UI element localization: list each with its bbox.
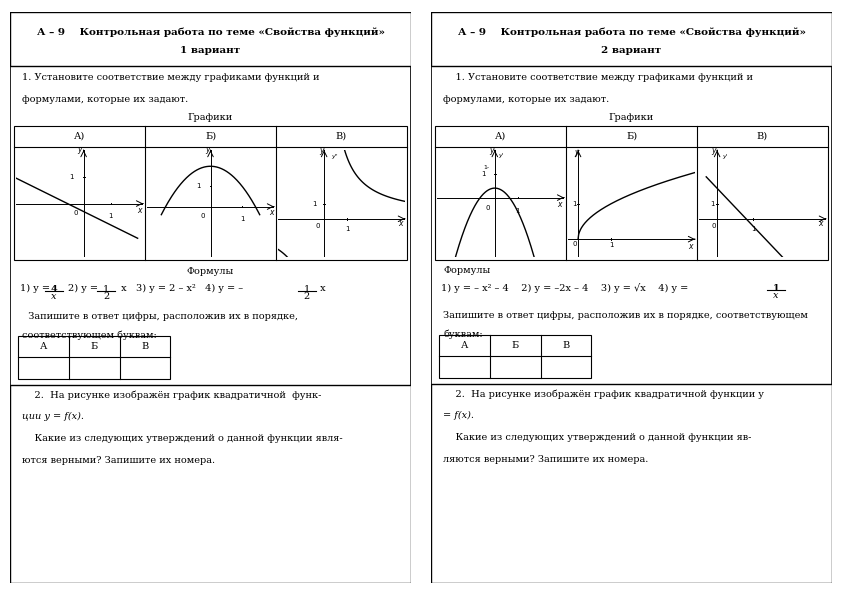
Text: 1 вариант: 1 вариант xyxy=(180,46,241,55)
Bar xyxy=(435,126,828,260)
Bar xyxy=(10,12,411,66)
Text: Графики: Графики xyxy=(188,113,233,122)
Text: А): А) xyxy=(74,132,85,141)
Text: 1: 1 xyxy=(304,285,310,294)
Bar xyxy=(431,12,832,66)
Text: ции y = f(x).: ции y = f(x). xyxy=(22,412,84,421)
Text: ляются верными? Запишите их номера.: ляются верными? Запишите их номера. xyxy=(443,455,648,464)
Text: x: x xyxy=(51,292,57,301)
Text: 1. Установите соответствие между графиками функций и: 1. Установите соответствие между графика… xyxy=(22,73,320,82)
Text: В): В) xyxy=(757,132,768,141)
Text: В): В) xyxy=(336,132,347,141)
Text: 2.  На рисунке изображён график квадратичной  функ-: 2. На рисунке изображён график квадратич… xyxy=(22,390,322,400)
Text: В: В xyxy=(141,342,149,351)
Text: Какие из следующих утверждений о данной функции яв-: Какие из следующих утверждений о данной … xyxy=(443,433,752,442)
Text: буквам:: буквам: xyxy=(443,330,482,339)
Text: 1) y = – x² – 4    2) y = –2x – 4    3) y = √x    4) y =: 1) y = – x² – 4 2) y = –2x – 4 3) y = √x… xyxy=(441,283,691,293)
Text: А): А) xyxy=(495,132,506,141)
Text: А – 9    Контрольная работа по теме «Свойства функций»: А – 9 Контрольная работа по теме «Свойст… xyxy=(36,28,385,37)
Text: 1: 1 xyxy=(772,284,779,293)
Text: Запишите в ответ цифры, расположив их в порядке,: Запишите в ответ цифры, расположив их в … xyxy=(22,312,298,321)
Bar xyxy=(14,126,407,260)
Text: Б): Б) xyxy=(626,132,637,141)
Text: Формулы: Формулы xyxy=(443,265,490,274)
Text: А: А xyxy=(461,341,468,350)
Bar xyxy=(19,336,170,379)
Text: x: x xyxy=(317,284,325,293)
Text: 1: 1 xyxy=(104,285,109,294)
Text: 2: 2 xyxy=(304,292,310,301)
Text: 2.  На рисунке изображён график квадратичной функции y: 2. На рисунке изображён график квадратич… xyxy=(443,390,764,399)
Bar xyxy=(440,335,591,378)
Text: 1) y =: 1) y = xyxy=(20,284,53,293)
Bar xyxy=(10,385,411,583)
Text: формулами, которые их задают.: формулами, которые их задают. xyxy=(443,95,610,104)
Text: x: x xyxy=(773,290,779,300)
Text: 1. Установите соответствие между графиками функций и: 1. Установите соответствие между графика… xyxy=(443,73,753,82)
Text: В: В xyxy=(562,341,570,350)
Text: Запишите в ответ цифры, расположив их в порядке, соответствующем: Запишите в ответ цифры, расположив их в … xyxy=(443,311,808,320)
Text: А: А xyxy=(40,342,47,351)
Text: соответствующем буквам:: соответствующем буквам: xyxy=(22,331,157,340)
Text: Формулы: Формулы xyxy=(187,267,234,275)
Text: Какие из следующих утверждений о данной функции явля-: Какие из следующих утверждений о данной … xyxy=(22,434,343,443)
Text: Б): Б) xyxy=(205,132,216,141)
Text: Б: Б xyxy=(91,342,98,351)
Bar xyxy=(431,384,832,583)
Text: ются верными? Запишите их номера.: ются верными? Запишите их номера. xyxy=(22,456,216,465)
Text: 2: 2 xyxy=(104,292,109,301)
Text: 2) y =: 2) y = xyxy=(68,284,101,293)
Text: Графики: Графики xyxy=(609,113,654,122)
Text: 2 вариант: 2 вариант xyxy=(601,46,662,55)
Text: А – 9    Контрольная работа по теме «Свойства функций»: А – 9 Контрольная работа по теме «Свойст… xyxy=(457,28,806,37)
Text: 4: 4 xyxy=(51,285,57,294)
Text: x   3) y = 2 – x²   4) y = –: x 3) y = 2 – x² 4) y = – xyxy=(118,284,246,293)
Text: = f(x).: = f(x). xyxy=(443,411,474,420)
Text: формулами, которые их задают.: формулами, которые их задают. xyxy=(22,95,189,104)
Text: Б: Б xyxy=(512,341,519,350)
